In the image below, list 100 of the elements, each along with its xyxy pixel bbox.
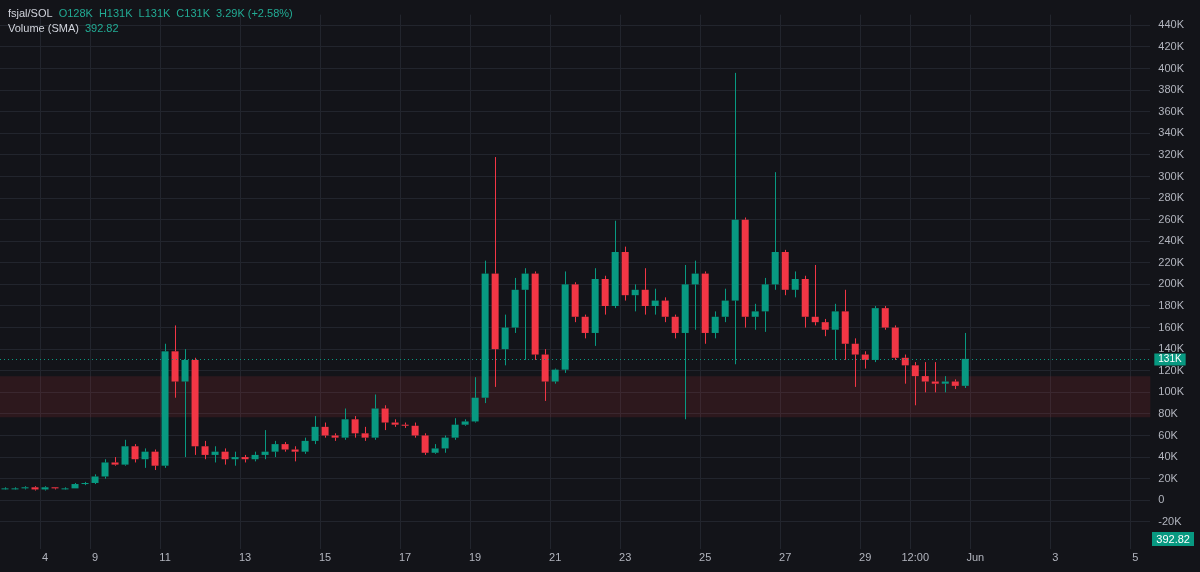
y-tick-label: 0	[1158, 493, 1165, 506]
y-tick-label: 60K	[1158, 428, 1179, 441]
candlestick	[691, 260, 699, 331]
y-tick-label: 160K	[1158, 320, 1185, 333]
candlestick	[881, 305, 889, 331]
candlestick	[951, 378, 959, 390]
candlestick	[641, 267, 649, 316]
y-tick-label: 100K	[1158, 385, 1185, 398]
candlestick	[41, 487, 49, 490]
candlestick	[921, 361, 929, 393]
x-tick-label: 3	[1052, 551, 1059, 564]
candlestick	[541, 348, 549, 402]
x-tick-label: 13	[238, 551, 252, 564]
y-tick-label: 260K	[1158, 212, 1185, 225]
ref-line-label: 131K	[1158, 353, 1182, 365]
candlestick	[551, 369, 559, 385]
x-tick-label: 29	[859, 551, 872, 564]
candlestick	[171, 324, 179, 399]
candlestick	[191, 357, 199, 456]
candlestick	[631, 283, 639, 312]
candlestick	[661, 296, 669, 323]
candlestick	[131, 443, 139, 463]
candlestick	[231, 451, 239, 467]
candlestick	[431, 443, 439, 453]
candlestick	[91, 473, 99, 483]
candlestick	[441, 434, 449, 454]
candlestick	[351, 415, 359, 439]
y-tick-label: 380K	[1158, 83, 1185, 96]
candlestick	[701, 270, 709, 345]
candlestick	[891, 324, 899, 361]
candlestick	[781, 249, 789, 296]
candlestick	[461, 418, 469, 425]
y-tick-label: -20K	[1158, 514, 1183, 527]
candlestick	[601, 275, 609, 316]
y-tick-label: 200K	[1158, 277, 1185, 290]
x-tick-label: 21	[549, 551, 562, 564]
candlestick	[241, 454, 249, 463]
candlestick	[571, 281, 579, 323]
y-tick-label: 80K	[1158, 406, 1179, 419]
candlestick	[801, 275, 809, 329]
annotation: 3.29K (+2.58%)	[215, 7, 293, 19]
candlestick	[911, 361, 919, 406]
candlestick	[761, 277, 769, 333]
candlestick	[341, 408, 349, 441]
text: 392.82	[1152, 532, 1194, 546]
x-tick-label: 23	[619, 551, 632, 564]
y-tick-label: 320K	[1158, 147, 1185, 160]
candlestick	[101, 458, 109, 480]
candlestick	[391, 418, 399, 428]
candlestick	[721, 288, 729, 323]
annotation: L131K	[138, 7, 171, 19]
annotation: H131K	[98, 7, 133, 19]
candlestick	[581, 314, 589, 339]
candlestick	[291, 445, 299, 462]
candlestick	[271, 440, 279, 458]
candlestick	[851, 337, 859, 388]
candlestick	[451, 417, 459, 441]
y-tick-label: 400K	[1158, 61, 1185, 74]
candlestick	[261, 429, 269, 460]
candlestick	[711, 310, 719, 339]
y-tick-label: 360K	[1158, 104, 1185, 117]
candlestick	[371, 393, 379, 441]
candlestick	[671, 314, 679, 339]
candlestick	[111, 456, 119, 465]
x-tick-label: 27	[779, 551, 792, 564]
x-tick-label: 12:00	[901, 551, 930, 564]
candlestick	[771, 171, 779, 291]
y-tick-label: 140K	[1158, 342, 1185, 355]
y-tick-label: 300K	[1158, 169, 1185, 182]
candlestick	[251, 451, 259, 462]
candlestick	[151, 449, 159, 471]
candlestick	[591, 267, 599, 347]
y-tick-label: 180K	[1158, 299, 1185, 312]
y-tick-label: 220K	[1158, 255, 1185, 268]
x-tick-label: 4	[41, 551, 49, 564]
candlestick	[221, 447, 229, 466]
candlestick	[511, 277, 519, 334]
candlestick	[841, 289, 849, 361]
candlestick	[301, 437, 309, 455]
x-tick-label: 17	[398, 551, 412, 564]
candlestick	[531, 270, 539, 361]
annotation: O128K	[58, 7, 93, 19]
candlestick	[31, 487, 39, 490]
x-tick-label: 9	[91, 551, 99, 564]
candlestick	[621, 246, 629, 302]
candlestick	[491, 156, 499, 388]
annotation: 392.82	[84, 22, 119, 34]
candlestick	[611, 220, 619, 309]
candlestick	[141, 447, 149, 469]
candlestick	[821, 318, 829, 337]
x-tick-label: 11	[159, 551, 171, 564]
candlestick	[411, 422, 419, 439]
candlestick	[331, 432, 339, 442]
y-tick-label: 440K	[1158, 18, 1185, 31]
y-tick-label: 420K	[1158, 40, 1185, 53]
x-tick-label: Jun	[966, 551, 985, 564]
annotation: C131K	[176, 7, 210, 19]
x-tick-label: 25	[699, 551, 712, 564]
candlestick	[651, 288, 659, 316]
candlestick	[201, 440, 209, 460]
